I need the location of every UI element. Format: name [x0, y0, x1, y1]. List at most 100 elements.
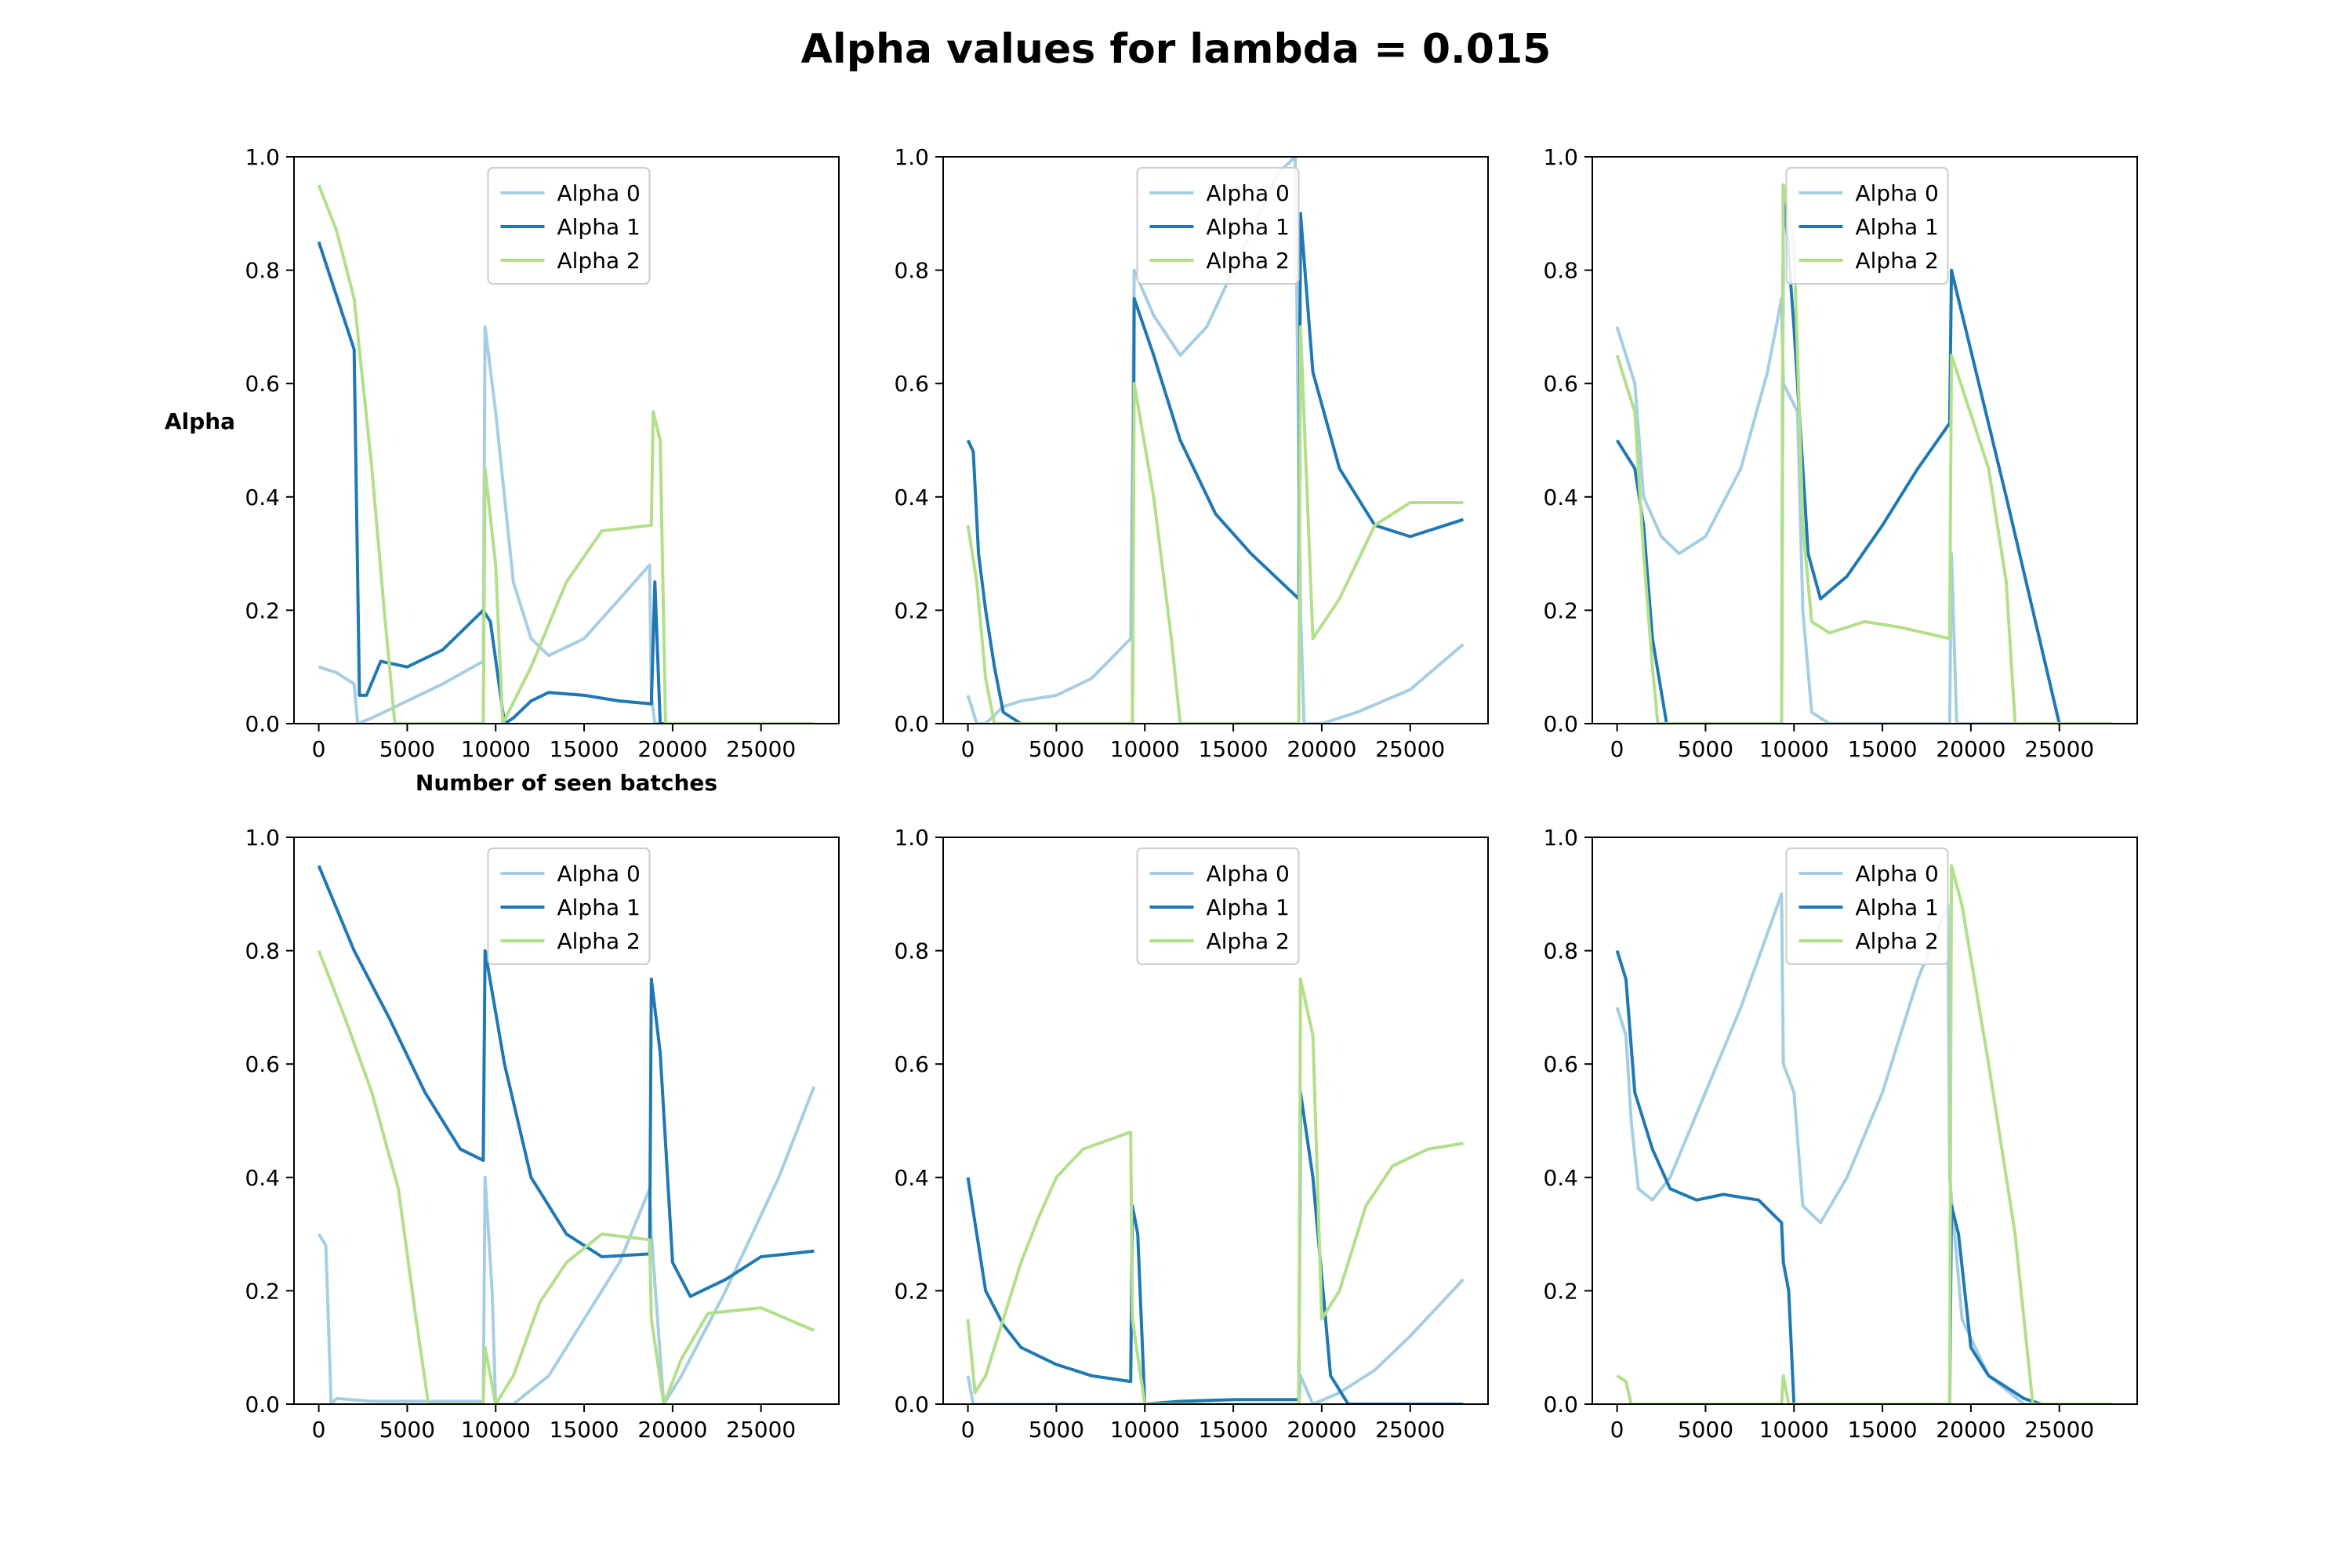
x-tick-label: 15000	[1848, 1417, 1918, 1443]
legend-box	[487, 848, 651, 965]
x-tick-label: 0	[1610, 1417, 1624, 1443]
x-tick-label: 0	[312, 1417, 326, 1443]
subplot-5: 0 5000 10000 15000 20000 25000 0.0 0.2 0.4 0.6 0.8…	[894, 825, 1489, 1443]
legend: Alpha 0 Alpha 1 Alpha 2	[1785, 167, 1949, 285]
y-tick-label: 0.4	[1543, 1165, 1578, 1191]
x-tick-label: 10000	[1759, 1417, 1829, 1443]
series-line-0	[318, 325, 815, 724]
y-tick-label: 0.6	[894, 371, 929, 397]
series-line-2	[966, 325, 1464, 724]
x-tick-label: 0	[961, 736, 975, 762]
legend-box	[1785, 167, 1949, 285]
y-tick-label: 0.0	[245, 711, 280, 737]
legend: Alpha 0 Alpha 1 Alpha 2	[1136, 848, 1300, 965]
y-tick-label: 0.2	[1543, 597, 1578, 623]
series-line-2	[317, 949, 815, 1404]
y-tick-label: 0.0	[894, 711, 929, 737]
x-tick-label: 20000	[1936, 736, 2005, 762]
legend-box	[1785, 848, 1949, 965]
subplot-2: 0 5000 10000 15000 20000 25000 0.0 0.2 0.4 0.6 0.8…	[894, 144, 1489, 762]
y-tick-label: 0.8	[1543, 258, 1578, 284]
legend: Alpha 0 Alpha 1 Alpha 2	[1136, 167, 1300, 285]
y-tick-label: 0.8	[245, 258, 280, 284]
series-line-1	[966, 212, 1465, 724]
legend: Alpha 0 Alpha 1 Alpha 2	[487, 167, 651, 285]
y-tick-label: 1.0	[894, 144, 929, 170]
y-tick-label: 0.2	[245, 597, 280, 623]
legend-label: Alpha 2	[1856, 248, 1939, 274]
y-tick-label: 1.0	[245, 825, 280, 851]
series-line-0	[1615, 892, 2113, 1404]
axes-frame	[293, 837, 840, 1405]
series-line-1	[966, 1091, 1464, 1404]
y-tick-label: 0.6	[1543, 371, 1578, 397]
legend-label: Alpha 2	[1856, 928, 1939, 954]
x-tick-label: 15000	[550, 736, 619, 762]
y-tick-label: 0.4	[894, 1165, 929, 1191]
x-tick-label: 5000	[1029, 736, 1084, 762]
x-tick-label: 20000	[1936, 1417, 2005, 1443]
y-tick-label: 1.0	[1543, 144, 1578, 170]
series-line-0	[1615, 296, 2113, 724]
legend: Alpha 0 Alpha 1 Alpha 2	[1785, 848, 1949, 965]
legend-label: Alpha 1	[1207, 895, 1290, 920]
y-tick-label: 0.2	[245, 1278, 280, 1304]
legend-label: Alpha 0	[1207, 861, 1290, 887]
subplot-6: 0 5000 10000 15000 20000 25000 0.0 0.2 0.4 0.6 0.8…	[1543, 825, 2138, 1443]
x-tick-label: 10000	[461, 736, 531, 762]
legend-label: Alpha 1	[557, 214, 641, 240]
x-tick-label: 20000	[1287, 736, 1356, 762]
series-line-1	[1615, 183, 2113, 724]
series-line-2	[966, 977, 1464, 1404]
x-tick-label: 10000	[1110, 1417, 1180, 1443]
x-tick-label: 5000	[379, 736, 435, 762]
y-tick-label: 0.6	[245, 1051, 280, 1077]
y-tick-label: 0.2	[894, 597, 929, 623]
y-tick-label: 0.0	[245, 1392, 280, 1417]
axes-frame	[293, 156, 840, 724]
series-line-0	[966, 1278, 1465, 1404]
series-line-1	[1615, 950, 2113, 1404]
figure-title: Alpha values for lambda = 0.015	[801, 26, 1552, 73]
x-tick-label: 5000	[1678, 736, 1733, 762]
x-tick-label: 0	[961, 1417, 975, 1443]
x-tick-label: 5000	[1029, 1417, 1084, 1443]
axes-frame	[942, 156, 1489, 724]
legend: Alpha 0 Alpha 1 Alpha 2	[487, 848, 651, 965]
series-line-1	[317, 241, 815, 724]
y-tick-label: 0.4	[245, 1165, 280, 1191]
x-tick-label: 20000	[637, 736, 707, 762]
x-tick-label: 5000	[1678, 1417, 1733, 1443]
legend-box	[487, 167, 651, 285]
x-tick-label: 15000	[550, 1417, 619, 1443]
y-tick-label: 0.8	[1543, 938, 1578, 964]
y-tick-label: 0.4	[245, 485, 280, 510]
series-line-1	[317, 865, 815, 1298]
legend-label: Alpha 1	[557, 895, 641, 920]
legend-label: Alpha 2	[1207, 248, 1290, 274]
legend-label: Alpha 2	[1207, 928, 1290, 954]
x-axis-label: Number of seen batches	[416, 770, 717, 796]
x-tick-label: 25000	[726, 1417, 796, 1443]
subplot-4: 0 5000 10000 15000 20000 25000 0.0 0.2 0.4 0.6 0.8…	[245, 825, 840, 1443]
y-tick-label: 0.6	[894, 1051, 929, 1077]
y-tick-label: 0.2	[1543, 1278, 1578, 1304]
y-tick-label: 0.0	[894, 1392, 929, 1417]
legend-label: Alpha 0	[1207, 180, 1290, 206]
legend-label: Alpha 1	[1856, 214, 1939, 240]
x-tick-label: 0	[1610, 736, 1624, 762]
legend-label: Alpha 0	[557, 861, 641, 887]
subplot-1: 0 5000 10000 15000 20000 25000 0.0 0.2 0.4 0.6 0.8…	[165, 144, 840, 796]
axes-frame	[1592, 837, 2138, 1405]
x-tick-label: 15000	[1199, 1417, 1269, 1443]
y-tick-label: 0.0	[1543, 1392, 1578, 1417]
legend-box	[1136, 848, 1300, 965]
series-line-0	[317, 1086, 816, 1404]
y-tick-label: 0.8	[894, 258, 929, 284]
axes-frame	[1592, 156, 2138, 724]
y-tick-label: 0.6	[245, 371, 280, 397]
legend-label: Alpha 0	[1856, 180, 1939, 206]
legend-label: Alpha 2	[557, 928, 641, 954]
x-tick-label: 25000	[1375, 1417, 1445, 1443]
